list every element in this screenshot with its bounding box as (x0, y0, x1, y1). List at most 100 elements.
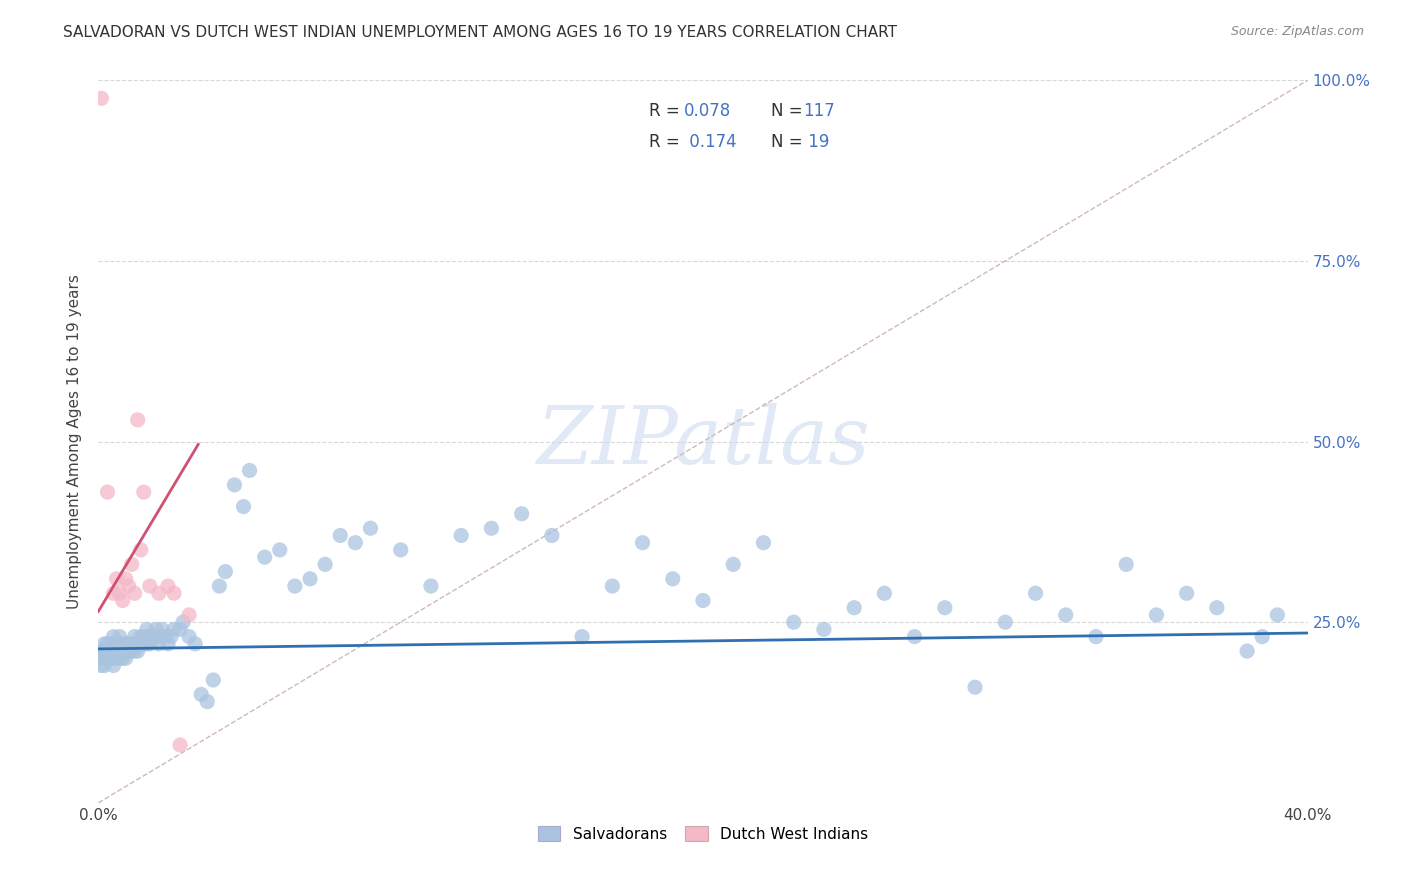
Point (129, 542, 152, 557)
Point (214, 565, 236, 579)
Point (190, 687, 212, 701)
Point (420, 579, 443, 593)
Point (631, 535, 654, 549)
Point (148, 586, 170, 600)
Y-axis label: Unemployment Among Ages 16 to 19 years: Unemployment Among Ages 16 to 19 years (67, 274, 83, 609)
Point (105, 637, 128, 651)
Point (150, 623, 173, 637)
Point (314, 558, 336, 572)
Point (105, 651, 128, 665)
Point (118, 644, 141, 658)
Point (1054, 607, 1077, 622)
Point (129, 630, 152, 644)
Point (103, 586, 125, 600)
Legend: Salvadorans, Dutch West Indians: Salvadorans, Dutch West Indians (530, 818, 876, 849)
Point (93, 658, 115, 673)
Point (360, 521, 382, 535)
Point (124, 630, 146, 644)
Text: 0.078: 0.078 (683, 102, 731, 120)
Point (103, 630, 125, 644)
Point (239, 463, 262, 477)
Point (156, 579, 179, 593)
Point (232, 500, 254, 514)
Point (142, 630, 165, 644)
Point (723, 558, 745, 572)
Point (100, 651, 122, 665)
Point (1144, 607, 1167, 622)
Point (163, 586, 186, 600)
Point (121, 637, 143, 651)
Point (253, 550, 276, 565)
Text: SALVADORAN VS DUTCH WEST INDIAN UNEMPLOYMENT AMONG AGES 16 TO 19 YEARS CORRELATI: SALVADORAN VS DUTCH WEST INDIAN UNEMPLOY… (63, 25, 897, 40)
Point (96, 485, 118, 500)
Text: Source: ZipAtlas.com: Source: ZipAtlas.com (1230, 25, 1364, 38)
Point (124, 586, 146, 600)
Point (661, 572, 683, 586)
Point (93, 644, 115, 658)
Point (169, 623, 191, 637)
Point (179, 630, 201, 644)
Point (105, 644, 128, 658)
Point (139, 637, 162, 651)
Point (389, 542, 412, 557)
Point (208, 579, 231, 593)
Point (96, 637, 118, 651)
Point (813, 623, 835, 637)
Point (156, 637, 179, 651)
Point (299, 572, 322, 586)
Point (172, 615, 194, 630)
Point (132, 630, 155, 644)
Point (202, 673, 225, 687)
Point (108, 644, 131, 658)
Point (481, 521, 503, 535)
Point (148, 630, 170, 644)
Point (100, 637, 122, 651)
Point (184, 637, 207, 651)
Point (692, 593, 714, 607)
Point (103, 658, 125, 673)
Point (1024, 586, 1046, 600)
Point (121, 644, 143, 658)
Point (145, 623, 167, 637)
Point (124, 644, 146, 658)
Point (329, 528, 352, 542)
Point (224, 478, 246, 492)
Point (1267, 607, 1289, 622)
Point (135, 637, 157, 651)
Point (450, 528, 472, 542)
Point (1206, 600, 1229, 615)
Point (90, 91, 112, 105)
Point (114, 637, 136, 651)
Point (127, 644, 149, 658)
Text: 19: 19 (803, 133, 830, 151)
Point (111, 637, 134, 651)
Text: 117: 117 (803, 102, 835, 120)
Point (602, 579, 624, 593)
Point (90, 644, 112, 658)
Point (132, 485, 155, 500)
Text: R =: R = (648, 133, 685, 151)
Point (163, 623, 186, 637)
Point (108, 630, 131, 644)
Point (179, 607, 201, 622)
Point (269, 542, 291, 557)
Point (118, 579, 141, 593)
Point (96, 651, 118, 665)
Text: 0.174: 0.174 (683, 133, 737, 151)
Point (111, 651, 134, 665)
Point (1175, 586, 1198, 600)
Point (169, 738, 191, 752)
Point (103, 651, 125, 665)
Point (195, 695, 218, 709)
Point (904, 630, 927, 644)
Point (1085, 630, 1108, 644)
Point (108, 651, 131, 665)
Text: ZIPatlas: ZIPatlas (536, 403, 870, 480)
Point (103, 644, 125, 658)
Point (153, 630, 176, 644)
Point (93, 637, 115, 651)
Point (540, 528, 562, 542)
Point (1236, 644, 1258, 658)
Point (994, 615, 1017, 630)
Point (148, 637, 170, 651)
